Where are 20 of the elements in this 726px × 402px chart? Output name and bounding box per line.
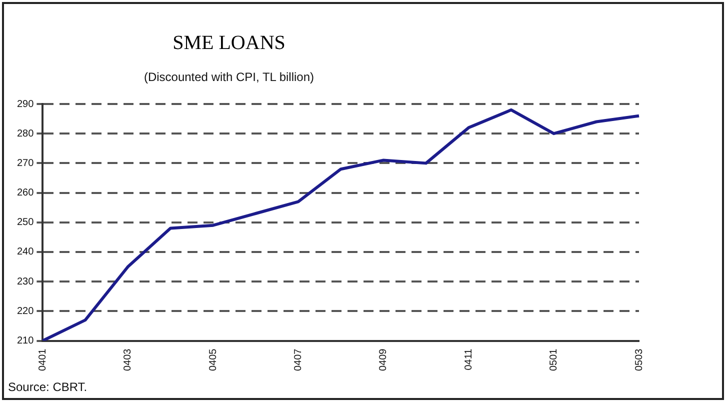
source-note: Source: CBRT. — [8, 380, 88, 394]
y-tick-label: 280 — [16, 128, 34, 140]
x-tick-label: 0409 — [378, 348, 390, 372]
y-tick-label: 250 — [16, 217, 34, 228]
y-tick-label: 240 — [16, 246, 34, 258]
x-tick-label: 0405 — [208, 348, 219, 372]
x-tick-label: 0407 — [293, 348, 304, 372]
chart-subtitle: (Discounted with CPI, TL billion) — [142, 70, 316, 84]
y-tick-label: 210 — [16, 336, 34, 347]
x-tick-label: 0411 — [463, 348, 474, 370]
y-tick-label: 230 — [16, 276, 34, 288]
x-tick-label: 0401 — [37, 348, 48, 372]
y-tick-label: 270 — [16, 158, 34, 169]
x-tick-label: 0503 — [634, 348, 645, 372]
chart-title: SME LOANS — [172, 32, 286, 55]
y-tick-label: 260 — [16, 188, 34, 199]
x-tick-label: 0403 — [122, 348, 134, 372]
x-tick-label: 0501 — [548, 348, 560, 372]
y-tick-label: 290 — [16, 98, 34, 110]
y-tick-label: 220 — [16, 306, 34, 317]
